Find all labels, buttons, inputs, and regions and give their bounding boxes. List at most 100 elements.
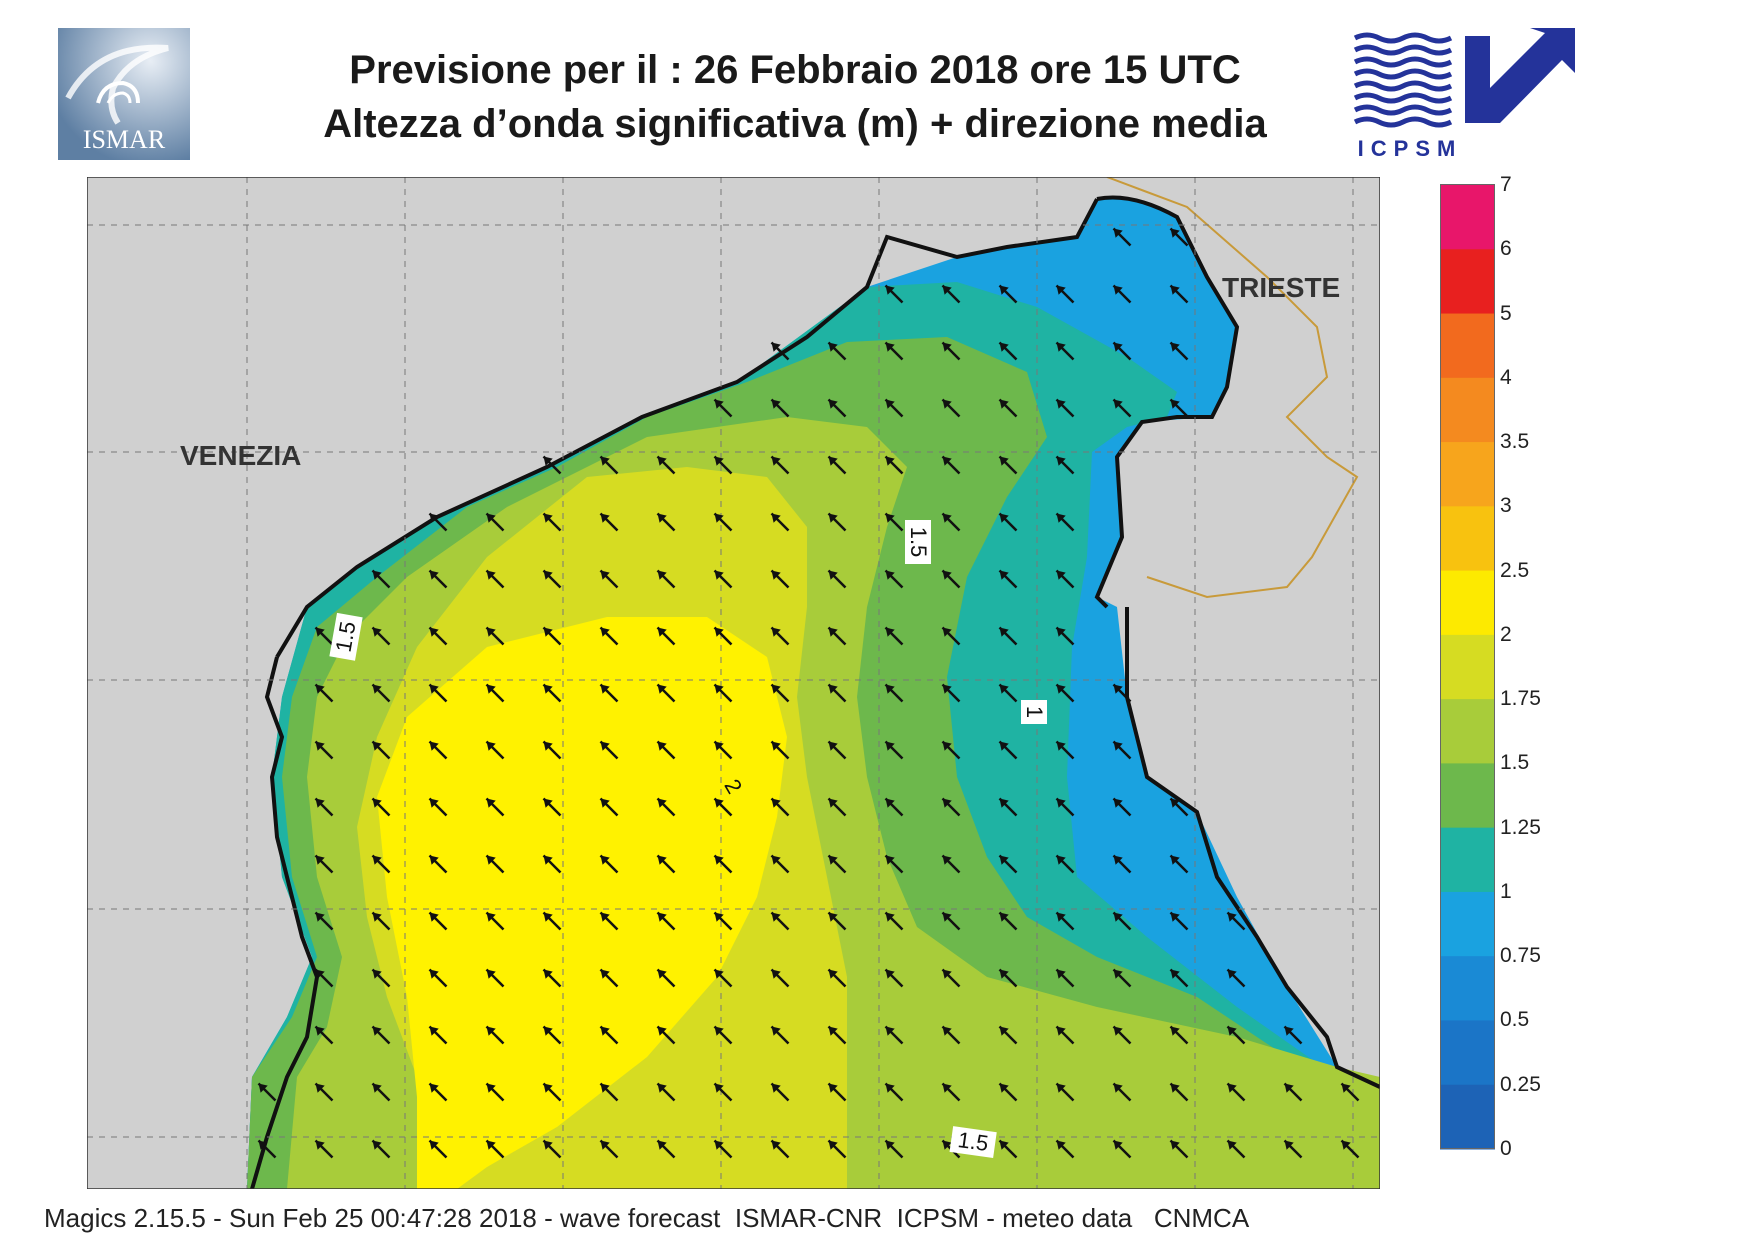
direction-arrow <box>371 626 391 646</box>
direction-arrow <box>827 626 847 646</box>
direction-arrow <box>827 740 847 760</box>
direction-arrow <box>1169 227 1189 247</box>
coastline-west <box>250 656 320 1189</box>
direction-arrow <box>371 1082 391 1102</box>
direction-arrow <box>1055 740 1075 760</box>
direction-arrow <box>770 1139 790 1159</box>
direction-arrow <box>599 1139 619 1159</box>
direction-arrow <box>485 626 505 646</box>
direction-arrow <box>314 1025 334 1045</box>
direction-arrow <box>656 854 676 874</box>
direction-arrow <box>1226 1139 1246 1159</box>
direction-arrow <box>542 455 562 475</box>
colorbar-swatch <box>1440 377 1495 443</box>
direction-arrow <box>827 968 847 988</box>
direction-arrow <box>485 911 505 931</box>
direction-arrow <box>1340 1082 1360 1102</box>
city-label-trieste: TRIESTE <box>1222 272 1341 303</box>
direction-arrow <box>941 911 961 931</box>
colorbar-swatch <box>1440 891 1495 957</box>
direction-arrow <box>713 626 733 646</box>
direction-arrow <box>1112 1139 1132 1159</box>
direction-arrow <box>1055 455 1075 475</box>
direction-arrow <box>428 1139 448 1159</box>
direction-arrow <box>1055 797 1075 817</box>
direction-arrow <box>1226 1082 1246 1102</box>
direction-arrow <box>941 455 961 475</box>
direction-arrow <box>485 968 505 988</box>
direction-arrow <box>770 854 790 874</box>
direction-arrow <box>770 455 790 475</box>
direction-arrow <box>428 1025 448 1045</box>
direction-arrow <box>1283 1025 1303 1045</box>
direction-arrow <box>770 398 790 418</box>
direction-arrow <box>1112 854 1132 874</box>
colorbar-level-label: 0 <box>1500 1137 1512 1160</box>
icpsm-logo-text: ICPSM <box>1358 136 1463 161</box>
direction-arrow <box>1055 398 1075 418</box>
contour-label: 1 <box>1022 706 1047 718</box>
direction-arrow <box>656 1139 676 1159</box>
direction-arrow <box>371 911 391 931</box>
graticule <box>87 177 1380 1189</box>
direction-arrow <box>371 968 391 988</box>
direction-arrow <box>1055 284 1075 304</box>
direction-arrow <box>827 683 847 703</box>
direction-arrow <box>713 512 733 532</box>
colorbar-swatch <box>1440 1084 1495 1150</box>
direction-arrow <box>371 1025 391 1045</box>
direction-arrow <box>371 569 391 589</box>
colorbar-level-label: 1.5 <box>1500 751 1530 775</box>
contour-band-2-2.5 <box>377 617 787 1189</box>
direction-arrow <box>428 740 448 760</box>
direction-arrow <box>257 1082 277 1102</box>
direction-arrow <box>1226 911 1246 931</box>
direction-arrow <box>884 854 904 874</box>
direction-arrow <box>1169 1025 1189 1045</box>
colorbar-swatch <box>1440 827 1495 893</box>
direction-arrow <box>827 398 847 418</box>
direction-arrow <box>656 797 676 817</box>
direction-arrow <box>428 1082 448 1102</box>
direction-arrow <box>542 512 562 532</box>
direction-arrow <box>884 455 904 475</box>
direction-arrow <box>656 512 676 532</box>
coastline <box>1094 195 1380 1089</box>
direction-arrow <box>713 911 733 931</box>
direction-arrow <box>485 740 505 760</box>
direction-arrow <box>542 797 562 817</box>
direction-arrow <box>941 968 961 988</box>
direction-arrow <box>599 911 619 931</box>
direction-arrow <box>998 740 1018 760</box>
direction-arrow <box>827 512 847 532</box>
direction-arrow <box>656 455 676 475</box>
direction-arrow <box>770 569 790 589</box>
direction-arrow <box>485 569 505 589</box>
direction-arrow <box>713 1082 733 1102</box>
direction-arrow <box>428 911 448 931</box>
direction-arrow <box>998 1025 1018 1045</box>
direction-arrow <box>1112 1025 1132 1045</box>
direction-arrow <box>542 626 562 646</box>
direction-arrow <box>314 683 334 703</box>
direction-arrow <box>770 740 790 760</box>
direction-arrow <box>428 683 448 703</box>
direction-arrow <box>713 968 733 988</box>
colorbar-level-label: 1.25 <box>1500 815 1541 839</box>
colorbar-swatch <box>1440 185 1495 250</box>
direction-arrow <box>941 1082 961 1102</box>
direction-arrow <box>713 854 733 874</box>
direction-arrow <box>599 455 619 475</box>
direction-arrow <box>599 1082 619 1102</box>
direction-arrow <box>1169 341 1189 361</box>
direction-arrow <box>884 569 904 589</box>
wave-height-map: 1.5 1.5 1 2 1.5 <box>87 177 1380 1189</box>
colorbar-level-label: 3.5 <box>1500 430 1530 454</box>
direction-arrow <box>1112 398 1132 418</box>
direction-arrow <box>656 626 676 646</box>
direction-arrow <box>713 1025 733 1045</box>
direction-arrow <box>770 626 790 646</box>
direction-arrow <box>1283 1139 1303 1159</box>
colorbar-level-label: 0.5 <box>1500 1008 1530 1032</box>
direction-arrow <box>371 797 391 817</box>
